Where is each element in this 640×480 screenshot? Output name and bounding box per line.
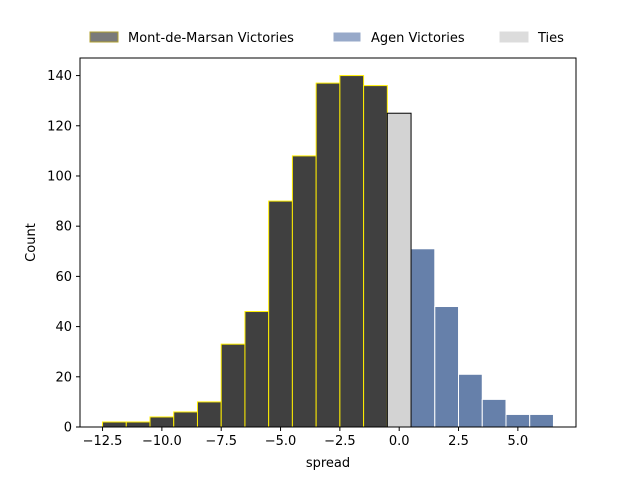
legend: Mont-de-Marsan Victories Agen Victories Ti… <box>89 31 564 46</box>
bar-1-5 <box>529 413 554 428</box>
x-tick-label: −2.5 <box>324 434 356 449</box>
x-axis-label: spread <box>306 456 350 471</box>
y-tick-label: 80 <box>55 220 72 235</box>
bar-0-8 <box>291 155 317 428</box>
bar-1-0 <box>410 248 436 428</box>
legend-swatch-0 <box>89 31 119 43</box>
bar-0-0 <box>102 421 127 428</box>
x-tick-label: −12.5 <box>83 434 123 449</box>
plot-frame <box>79 57 577 428</box>
y-tick-label: 140 <box>47 69 72 84</box>
bar-0-11 <box>363 85 388 428</box>
bar-0-2 <box>149 416 175 428</box>
bar-1-4 <box>505 413 531 428</box>
bar-2-0 <box>386 112 412 428</box>
x-tick-label: 2.5 <box>448 434 469 449</box>
bar-0-6 <box>244 311 270 428</box>
y-tick-label: 20 <box>55 370 72 385</box>
legend-label-2: Ties <box>537 31 564 46</box>
x-axis: −12.5 −10.0 −7.5 −5.0 −2.5 0.0 2.5 5.0 <box>83 427 529 449</box>
bars <box>102 75 554 428</box>
bar-1-2 <box>458 373 483 428</box>
bar-0-9 <box>315 82 341 428</box>
y-axis: 0 20 40 60 80 100 120 140 <box>47 69 80 436</box>
bar-0-3 <box>173 411 198 428</box>
bar-0-4 <box>196 401 222 428</box>
y-tick-label: 0 <box>64 421 72 436</box>
bar-0-1 <box>125 421 151 428</box>
legend-label-0: Mont-de-Marsan Victories <box>128 31 294 46</box>
x-tick-label: 5.0 <box>508 434 529 449</box>
bar-1-3 <box>481 398 507 428</box>
y-tick-label: 120 <box>47 119 72 134</box>
x-tick-label: 0.0 <box>389 434 410 449</box>
y-axis-label: Count <box>24 223 39 262</box>
bar-0-5 <box>220 343 246 428</box>
bar-0-7 <box>268 200 293 428</box>
bar-1-1 <box>434 306 460 428</box>
bar-0-10 <box>339 75 365 428</box>
x-tick-label: −5.0 <box>265 434 297 449</box>
legend-label-1: Agen Victories <box>371 31 465 46</box>
y-tick-label: 100 <box>47 169 72 184</box>
x-tick-label: −10.0 <box>142 434 182 449</box>
y-tick-label: 40 <box>55 320 72 335</box>
x-tick-label: −7.5 <box>205 434 237 449</box>
y-tick-label: 60 <box>55 270 72 285</box>
legend-swatch-1 <box>332 31 362 43</box>
legend-swatch-2 <box>499 31 529 43</box>
